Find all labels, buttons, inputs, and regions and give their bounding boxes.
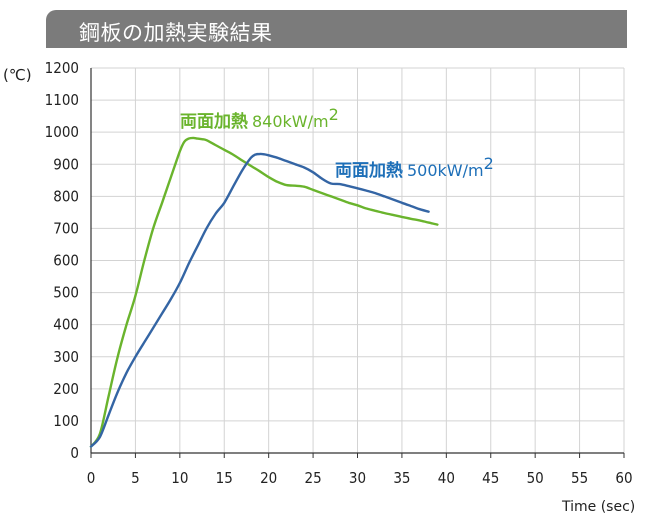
x-tick-label: 35 bbox=[393, 469, 410, 487]
x-tick-label: 30 bbox=[349, 469, 366, 487]
x-tick-label: 25 bbox=[304, 469, 321, 487]
y-tick-label: 1000 bbox=[45, 123, 79, 141]
series-label-840-bold: 両面加熱 bbox=[180, 111, 248, 132]
x-tick-label: 50 bbox=[527, 469, 544, 487]
y-tick-label: 1200 bbox=[45, 59, 79, 77]
x-tick-labels: 0 5 10 15 20 25 30 35 40 45 50 55 60 bbox=[87, 469, 633, 487]
chart-title: 鋼板の加熱実験結果 bbox=[79, 21, 273, 45]
series-line-1 bbox=[89, 152, 430, 448]
series-line-0 bbox=[89, 136, 439, 448]
y-axis-unit-label: (℃) bbox=[3, 66, 32, 84]
series-label-840-sup: 2 bbox=[329, 105, 339, 124]
y-tick-label: 500 bbox=[53, 284, 79, 302]
x-tick-label: 15 bbox=[216, 469, 233, 487]
grid-lines bbox=[90, 67, 625, 454]
chart-title-bar: 鋼板の加熱実験結果 bbox=[46, 10, 627, 48]
x-tick-label: 5 bbox=[131, 469, 140, 487]
series-label-500-value: 500kW/m bbox=[407, 161, 484, 180]
series-lines bbox=[89, 136, 439, 448]
x-tick-label: 45 bbox=[482, 469, 499, 487]
x-tick-label: 0 bbox=[87, 469, 96, 487]
series-label-500-bold: 両面加熱 bbox=[335, 160, 403, 181]
x-tick-label: 40 bbox=[438, 469, 455, 487]
series-label-500-sup: 2 bbox=[484, 154, 494, 173]
y-tick-label: 200 bbox=[53, 380, 79, 398]
series-label-840-value: 840kW/m bbox=[252, 112, 329, 131]
y-tick-label: 1100 bbox=[45, 91, 79, 109]
y-tick-label: 700 bbox=[53, 219, 79, 237]
y-tick-label: 800 bbox=[53, 187, 79, 205]
x-tick-label: 60 bbox=[615, 469, 632, 487]
y-tick-label: 300 bbox=[53, 348, 79, 366]
series-label-500: 両面加熱 500kW/m2 bbox=[335, 154, 494, 181]
y-tick-label: 400 bbox=[53, 316, 79, 334]
x-axis-label: Time (sec) bbox=[561, 499, 635, 515]
x-tick-label: 55 bbox=[571, 469, 588, 487]
y-tick-label: 0 bbox=[70, 444, 79, 462]
y-tick-labels: 0 100 200 300 400 500 600 700 800 900 1000 1100 1200 bbox=[45, 59, 79, 462]
axes bbox=[90, 68, 625, 458]
y-tick-label: 900 bbox=[53, 155, 79, 173]
x-tick-label: 20 bbox=[260, 469, 277, 487]
x-tick-label: 10 bbox=[171, 469, 188, 487]
y-tick-label: 600 bbox=[53, 252, 79, 270]
y-tick-label: 100 bbox=[53, 412, 79, 430]
series-label-840: 両面加熱 840kW/m2 bbox=[180, 105, 339, 132]
